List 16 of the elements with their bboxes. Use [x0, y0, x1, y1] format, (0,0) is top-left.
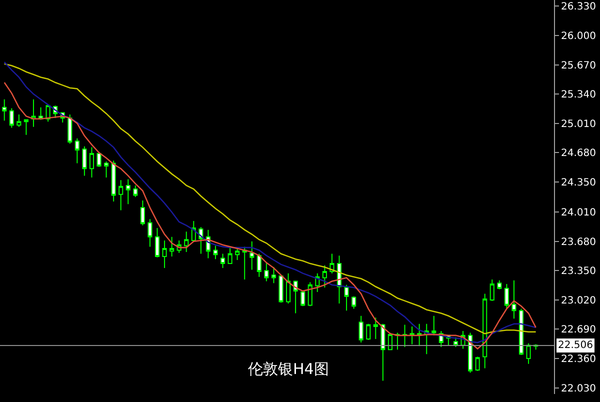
y-tick-label: 23.350 [561, 266, 596, 278]
y-tick-label: 26.330 [561, 2, 596, 13]
y-tick-label: 25.010 [561, 118, 596, 130]
y-tick-label: 22.360 [561, 354, 596, 365]
y-tick-label: 24.680 [561, 148, 596, 160]
ref-line-label: 22.506 [558, 340, 593, 351]
y-tick-label: 23.680 [561, 236, 596, 248]
y-tick-label: 24.010 [561, 208, 596, 219]
text: 伦敦银H4图 [248, 360, 329, 378]
y-tick-label: 26.000 [561, 31, 596, 42]
y-tick-label: 24.350 [561, 177, 596, 188]
y-tick-label: 25.340 [561, 90, 596, 101]
y-tick-label: 23.020 [561, 295, 596, 306]
y-tick-label: 22.030 [561, 383, 596, 394]
y-tick-label: 22.690 [561, 324, 596, 336]
y-tick-label: 25.670 [561, 60, 596, 72]
